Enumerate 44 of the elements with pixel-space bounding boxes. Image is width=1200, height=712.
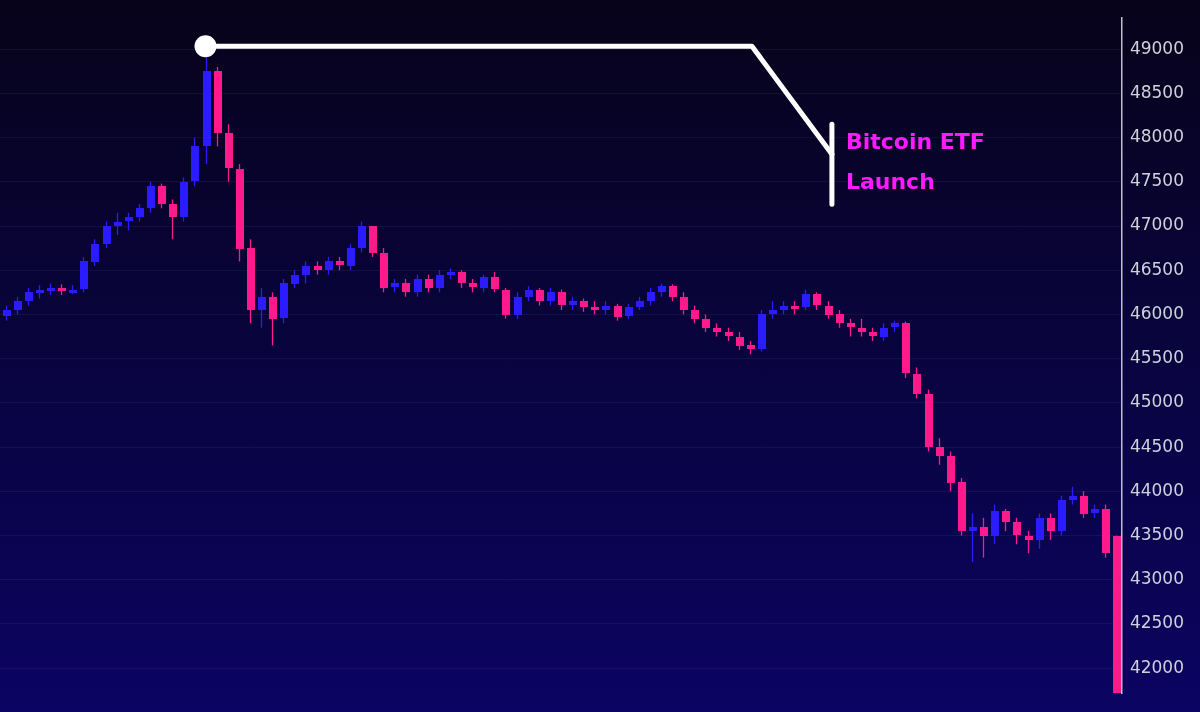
y-tick-label: 43500	[1129, 523, 1185, 544]
candlestick	[558, 289, 566, 311]
y-tick-label: 42000	[1129, 656, 1185, 677]
candlestick	[1047, 512, 1055, 541]
candlestick	[913, 366, 921, 400]
candlestick	[91, 238, 99, 267]
y-tick-label: 45500	[1129, 347, 1185, 368]
candlestick	[514, 291, 522, 320]
candlestick	[147, 181, 155, 214]
candlestick	[491, 271, 499, 293]
candlestick	[1025, 530, 1033, 554]
candlestick	[169, 198, 177, 240]
y-tick-label: 45000	[1129, 391, 1185, 412]
candlestick	[347, 243, 355, 271]
y-tick-label: 46000	[1129, 302, 1185, 323]
y-tick-label: 46500	[1129, 258, 1185, 279]
candlestick	[158, 182, 166, 209]
y-tick-label: 44000	[1129, 479, 1185, 500]
candlestick	[802, 289, 810, 311]
y-tick-label: 44500	[1129, 435, 1185, 456]
y-tick-label: 48000	[1129, 126, 1185, 146]
candlestick	[114, 212, 122, 236]
candlestick	[680, 291, 688, 316]
candlestick	[302, 260, 310, 285]
y-tick-label: 42500	[1129, 612, 1185, 633]
candlestick	[1002, 508, 1010, 532]
candlestick	[936, 437, 944, 466]
annotation: Bitcoin ETF Launch	[845, 128, 986, 197]
candlestick	[414, 274, 422, 298]
candlestick	[1013, 517, 1021, 545]
y-tick-label: 48500	[1129, 81, 1185, 102]
y-tick-label: 47000	[1129, 214, 1185, 235]
candlestick	[103, 220, 111, 249]
candlestick	[980, 517, 988, 559]
candlestick	[969, 512, 977, 563]
y-tick-label: 43000	[1129, 568, 1185, 589]
y-tick-label: 47500	[1129, 170, 1185, 191]
y-tick-label: 49000	[1129, 37, 1185, 58]
candlestick	[269, 291, 277, 347]
candlestick	[258, 287, 266, 329]
candlestick	[1036, 512, 1044, 550]
candlestick	[358, 220, 366, 254]
candlestick	[436, 269, 444, 293]
candlestick	[1080, 490, 1088, 519]
